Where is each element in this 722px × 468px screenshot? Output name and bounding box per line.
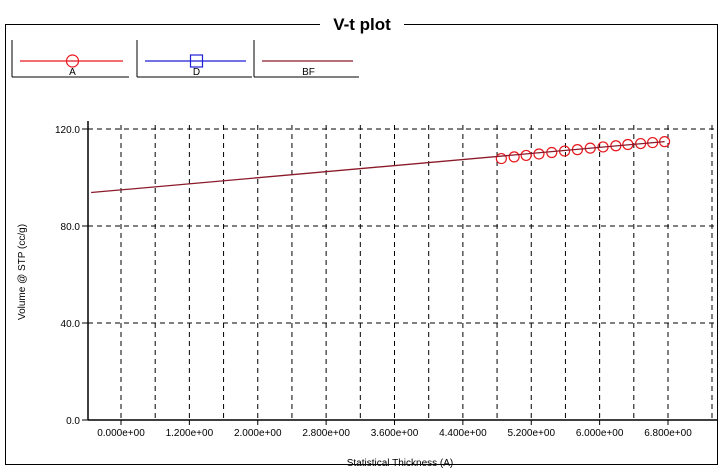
grid bbox=[88, 125, 717, 420]
title-backdrop bbox=[320, 12, 404, 34]
legend-label: A bbox=[69, 67, 76, 78]
series-a-point bbox=[533, 148, 545, 160]
series-a-point bbox=[520, 149, 532, 162]
legend-square-marker bbox=[189, 54, 204, 68]
bf-fit-line bbox=[91, 140, 665, 194]
x-tick-label: 6.000e+00 bbox=[576, 428, 624, 439]
x-tick-label: 4.400e+00 bbox=[439, 428, 487, 439]
series-a-point bbox=[508, 151, 520, 163]
chart-title: V-t plot bbox=[333, 15, 391, 34]
y-axis-label: Volume @ STP (cc/g) bbox=[17, 224, 28, 320]
y-tick-label: 0.0 bbox=[66, 416, 80, 427]
axes: 0.0 40.0 80.0 120.0 0.000e+00 1.200e+00 2.000e… bbox=[55, 121, 717, 439]
legend-entry-d: D bbox=[136, 40, 252, 78]
x-tick-label: 3.600e+00 bbox=[371, 428, 419, 439]
x-tick-label: 2.800e+00 bbox=[302, 428, 350, 439]
series bbox=[91, 136, 671, 194]
legend: A D BF bbox=[11, 40, 359, 78]
series-a-point bbox=[495, 152, 507, 165]
x-tick-label: 2.000e+00 bbox=[234, 428, 282, 439]
x-axis-label: Statistical Thickness (A) bbox=[347, 458, 454, 468]
y-tick-label: 120.0 bbox=[55, 125, 80, 136]
y-tick-label: 80.0 bbox=[61, 222, 81, 233]
legend-entry-a: A bbox=[11, 40, 129, 78]
legend-circle-marker bbox=[65, 54, 80, 68]
legend-label: D bbox=[193, 67, 200, 78]
legend-label: BF bbox=[302, 67, 315, 78]
x-tick-label: 0.000e+00 bbox=[97, 428, 145, 439]
x-tick-label: 1.200e+00 bbox=[166, 428, 214, 439]
chart-frame bbox=[5, 24, 718, 465]
x-tick-label: 6.800e+00 bbox=[644, 428, 692, 439]
y-tick-label: 40.0 bbox=[61, 319, 81, 330]
x-tick-label: 5.200e+00 bbox=[507, 428, 555, 439]
legend-entry-bf: BF bbox=[253, 40, 359, 78]
